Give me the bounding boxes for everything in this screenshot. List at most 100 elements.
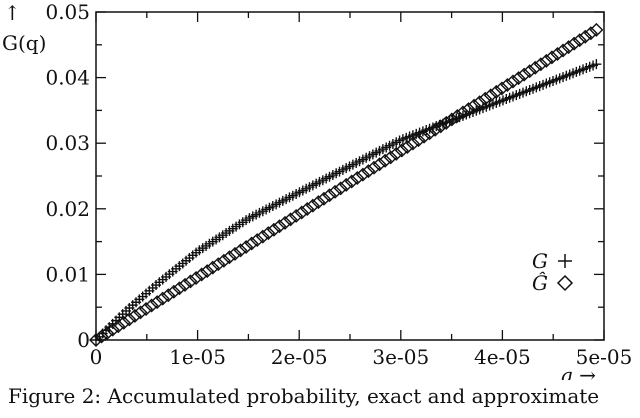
series-ghat-point — [472, 95, 487, 110]
series-ghat-point — [239, 239, 254, 254]
series-ghat-point — [478, 91, 493, 106]
series-ghat-point — [250, 233, 265, 248]
series-ghat-point — [494, 81, 509, 96]
series-ghat-point — [300, 202, 315, 217]
y-tick-label: 0 — [77, 328, 90, 352]
series-ghat-point — [411, 133, 426, 148]
series-ghat-point — [289, 208, 304, 223]
series-ghat-point — [283, 212, 298, 227]
series-ghat-point — [517, 67, 532, 82]
series-ghat-point — [417, 129, 432, 144]
legend-label-ghat: Ĝ — [532, 270, 548, 295]
legend-marker-diamond — [556, 274, 574, 292]
series-ghat-point — [89, 333, 103, 347]
series-ghat-point — [361, 164, 376, 179]
series-ghat-point — [544, 50, 559, 65]
series-ghat-point — [372, 157, 387, 172]
series-ghat-point — [550, 46, 565, 61]
series-ghat-point — [366, 160, 381, 175]
series-ghat-point — [422, 126, 437, 141]
series-ghat-point — [266, 222, 281, 237]
figure-caption: Figure 2: Accumulated probability, exact… — [8, 384, 600, 408]
plot-frame — [95, 11, 605, 341]
series-ghat-point — [144, 298, 159, 313]
series-ghat-point — [222, 250, 237, 265]
series-ghat-point — [116, 315, 131, 330]
series-ghat-point — [483, 88, 498, 103]
series-ghat-point — [589, 22, 604, 37]
series-ghat-point — [278, 215, 293, 230]
series-ghat-point — [405, 136, 420, 151]
series-ghat-point — [583, 26, 598, 41]
series-ghat-point — [100, 326, 115, 341]
series-ghat-point — [172, 281, 187, 296]
series-ghat-point — [383, 150, 398, 165]
series-ghat-point — [500, 77, 515, 92]
chart-plot: 0 1e-05 2e-05 3e-05 4e-05 5e-05 0 0.01 0.02 0.03 0… — [2, 0, 633, 380]
y-axis-label-arrow: ↑ — [4, 1, 21, 25]
series-ghat-point — [322, 188, 337, 203]
series-ghat-point — [94, 329, 109, 344]
series-ghat-point — [561, 40, 576, 55]
series-ghat-point — [183, 274, 198, 289]
y-tick-label: 0.04 — [45, 66, 90, 90]
series-ghat-point — [161, 288, 176, 303]
series-ghat-point — [200, 264, 215, 279]
legend-marker-plus — [558, 254, 572, 268]
series-ghat-point — [305, 198, 320, 213]
series-ghat-point — [567, 36, 582, 51]
series-ghat-point — [433, 119, 448, 134]
series-ghat-point — [439, 115, 454, 130]
series-ghat-point — [461, 102, 476, 117]
series-ghat-point — [133, 305, 148, 320]
x-tick-label: 0 — [90, 345, 103, 369]
y-tick-label: 0.05 — [45, 0, 90, 24]
series-ghat-point — [344, 174, 359, 189]
y-tick-label: 0.03 — [45, 131, 90, 155]
x-tick-label: 1e-05 — [169, 345, 226, 369]
series-ghat-point — [400, 140, 415, 155]
series-ghat-point — [233, 243, 248, 258]
series-ghat-point — [122, 312, 137, 327]
series-ghat-point — [139, 301, 154, 316]
series-ghat-point — [211, 257, 226, 272]
series-ghat-point — [316, 191, 331, 206]
series-ghat-point — [333, 181, 348, 196]
series-ghat-point — [177, 277, 192, 292]
series-ghat-point — [572, 33, 587, 48]
series-ghat-point — [255, 229, 270, 244]
series-ghat-point — [378, 153, 393, 168]
series-ghat-point — [228, 246, 242, 261]
series-ghat-point — [111, 319, 126, 334]
y-tick-label: 0.01 — [45, 262, 90, 286]
series-ghat-point — [150, 295, 165, 310]
x-tick-label: 3e-05 — [372, 345, 429, 369]
series-g-point — [591, 59, 602, 70]
x-tick-label: 2e-05 — [271, 345, 328, 369]
series-ghat-point — [511, 71, 526, 86]
series-ghat-point — [350, 171, 365, 186]
series-ghat-point — [328, 184, 343, 199]
series-ghat-point — [533, 57, 548, 72]
series-ghat-point — [450, 109, 465, 123]
y-axis-label: G(q) — [2, 31, 46, 55]
x-tick-label: 5e-05 — [576, 345, 633, 369]
series-ghat-point — [444, 112, 459, 127]
series-ghat-point — [272, 219, 287, 234]
legend-label-g: G — [532, 249, 548, 273]
series-ghat-point — [244, 236, 259, 251]
series-ghat-point — [528, 60, 543, 75]
series-ghat-point — [166, 284, 181, 299]
series-ghat-point — [578, 29, 593, 44]
series-ghat-point — [389, 146, 404, 161]
series-ghat-point — [294, 205, 309, 220]
series-ghat-point — [205, 260, 220, 275]
series-ghat-point — [428, 122, 443, 137]
series-ghat-point — [394, 143, 409, 158]
series-ghat-point — [261, 226, 276, 241]
series-ghat-point — [216, 253, 231, 268]
series-ghat-point — [505, 74, 520, 89]
series-ghat-point — [489, 84, 504, 99]
series-ghat-point — [556, 43, 571, 58]
